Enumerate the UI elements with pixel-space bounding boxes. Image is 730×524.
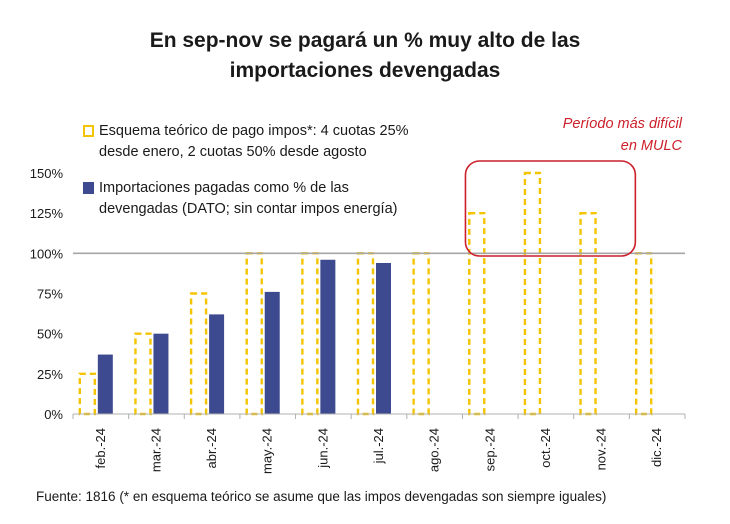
annotation-text: Período más difícil en MULC <box>500 113 682 157</box>
bar-theoretical <box>356 252 375 416</box>
x-tick-label: oct.-24 <box>538 428 553 468</box>
legend-swatch-solid <box>83 182 94 194</box>
chart-title-line2: importaciones devengadas <box>229 59 501 82</box>
x-tick-label: may.-24 <box>260 428 275 474</box>
bar-actual <box>97 354 113 414</box>
y-tick-label: 50% <box>37 327 63 342</box>
highlight-box <box>464 160 637 257</box>
legend: Esquema teórico de pago impos*: 4 cuotas… <box>83 121 409 220</box>
y-tick-label: 25% <box>37 367 63 382</box>
legend-label-actual-line1: Importaciones pagadas como % de las <box>99 180 349 196</box>
y-tick-label: 0% <box>44 407 63 422</box>
y-tick-label: 150% <box>30 166 64 181</box>
bar-actual <box>209 314 225 414</box>
bar-actual <box>264 291 280 414</box>
legend-label-theoretical-line1: Esquema teórico de pago impos*: 4 cuotas… <box>99 123 409 139</box>
bar-theoretical <box>523 171 542 416</box>
y-tick-label: 125% <box>30 206 64 221</box>
bar-actual <box>153 333 169 414</box>
legend-item-actual: Importaciones pagadas como % de las deve… <box>83 178 409 220</box>
bar-theoretical <box>245 252 263 416</box>
x-tick-label: jun.-24 <box>315 428 330 469</box>
bar-theoretical <box>634 252 653 416</box>
chart-title: En sep-nov se pagará un % muy alto de la… <box>0 26 730 86</box>
x-tick-label: sep.-24 <box>482 428 497 471</box>
bar-theoretical <box>78 372 97 416</box>
annotation-line1: Período más difícil <box>562 116 682 132</box>
chart-title-line1: En sep-nov se pagará un % muy alto de la… <box>149 29 581 52</box>
legend-label-theoretical-line2: desde enero, 2 cuotas 50% desde agosto <box>99 144 367 160</box>
x-tick-label: jul.-24 <box>371 428 386 464</box>
x-tick-label: dic.-24 <box>649 428 664 467</box>
y-tick-label: 100% <box>30 246 64 261</box>
x-tick-label: abr.-24 <box>204 428 219 468</box>
bar-theoretical <box>468 211 486 416</box>
bar-theoretical <box>579 211 597 416</box>
legend-item-theoretical: Esquema teórico de pago impos*: 4 cuotas… <box>83 121 409 163</box>
bar-theoretical <box>189 292 208 416</box>
x-tick-label: mar.-24 <box>148 428 163 472</box>
annotation-line2: en MULC <box>620 138 682 154</box>
x-tick-label: nov.-24 <box>594 428 609 470</box>
y-tick-label: 75% <box>37 287 63 302</box>
bar-theoretical <box>301 252 319 416</box>
bar-actual <box>320 259 336 414</box>
bar-actual <box>376 262 391 414</box>
legend-swatch-dashed <box>83 125 94 137</box>
legend-label-actual-line2: devengadas (DATO; sin contar impos energ… <box>99 201 398 217</box>
x-tick-label: ago.-24 <box>427 428 442 472</box>
bar-theoretical <box>134 332 152 416</box>
bar-theoretical <box>412 252 430 416</box>
x-tick-label: feb.-24 <box>93 428 108 468</box>
source-note: Fuente: 1816 (* en esquema teórico se as… <box>36 489 607 504</box>
